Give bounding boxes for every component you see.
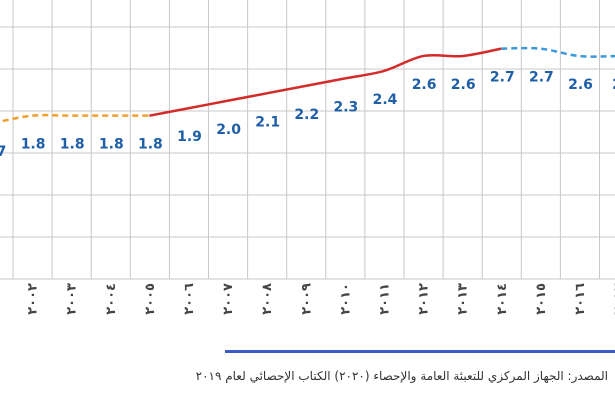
data-label: 2.6	[451, 77, 476, 93]
x-tick-label: ٢٠٠٩	[299, 283, 314, 315]
data-label: 2.0	[216, 122, 241, 138]
data-label: 2.	[612, 77, 615, 93]
data-label: 1.8	[99, 137, 124, 153]
x-tick-label: ٢٠١٣	[456, 283, 471, 315]
x-tick-label: ٢٠١٠	[338, 283, 353, 315]
data-label: 2.1	[255, 114, 280, 130]
x-tick-label: ٢٠١٦	[573, 283, 588, 315]
data-label: 1.9	[177, 129, 202, 145]
x-tick-label: ٢٠١١	[378, 283, 393, 315]
series-line-late	[501, 46, 615, 58]
x-tick-label: ٢٠١٥	[534, 283, 549, 315]
series-line-middle	[149, 47, 502, 117]
data-label: 2.3	[333, 99, 358, 115]
data-label: 1.7	[0, 144, 6, 160]
x-tick-label: ٢٠٠٣	[65, 283, 80, 315]
data-label: 2.6	[568, 77, 593, 93]
data-label: 1.8	[60, 137, 85, 153]
data-label: 2.7	[529, 70, 554, 86]
data-label: 1.8	[21, 137, 46, 153]
x-tick-label: ٢٠٠٢	[26, 283, 41, 315]
data-label: 2.2	[294, 107, 319, 123]
data-label: 2.6	[412, 77, 437, 93]
x-tick-label: ٢٠٠٥	[143, 283, 158, 315]
x-tick-label: ٢٠٠٧	[221, 283, 236, 315]
source-note: المصدر: الجهاز المركزي للتعبئة العامة وا…	[195, 369, 608, 383]
x-tick-label: ٢٠١٢	[417, 283, 432, 315]
x-tick-label: ٢٠٠٨	[260, 283, 275, 315]
x-tick-label: ٢٠١٤	[495, 283, 510, 315]
series-line-early	[0, 113, 150, 123]
data-label: 1.8	[138, 137, 163, 153]
x-tick-label: ٢٠٠٦	[182, 283, 197, 315]
accent-bar	[225, 350, 615, 353]
x-tick-label: ٢٠١٧	[612, 283, 615, 315]
x-tick-label: ٢٠٠٤	[104, 283, 119, 315]
data-label: 2.7	[490, 70, 515, 86]
data-label: 2.4	[373, 92, 398, 108]
x-tick-label: ٢٠٠١	[0, 283, 2, 315]
